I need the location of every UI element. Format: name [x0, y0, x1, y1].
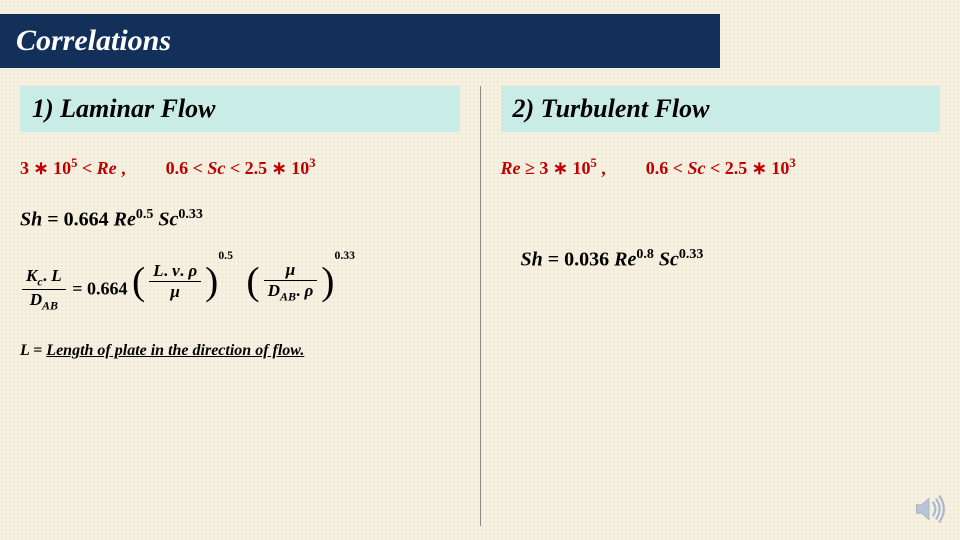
- laminar-header: 1) Laminar Flow: [20, 86, 460, 132]
- speaker-icon: [912, 492, 946, 526]
- laminar-re-condition: 3 ∗ 105 < Re ,: [20, 156, 126, 179]
- turbulent-re-condition: Re ≥ 3 ∗ 105 ,: [501, 156, 606, 179]
- laminar-conditions: 3 ∗ 105 < Re , 0.6 < Sc < 2.5 ∗ 103: [20, 156, 460, 179]
- laminar-expanded-equation: Kc. L DAB = 0.664 L. v. ρ μ 0.5 μ DAB. ρ…: [20, 260, 460, 314]
- laminar-column: 1) Laminar Flow 3 ∗ 105 < Re , 0.6 < Sc …: [0, 86, 481, 526]
- turbulent-sh-equation: Sh = 0.036 Re0.8 Sc0.33: [521, 247, 941, 272]
- slide-title: Correlations: [0, 14, 720, 68]
- turbulent-sc-condition: 0.6 < Sc < 2.5 ∗ 103: [646, 156, 796, 179]
- turbulent-column: 2) Turbulent Flow Re ≥ 3 ∗ 105 , 0.6 < S…: [481, 86, 960, 526]
- laminar-sh-equation: Sh = 0.664 Re0.5 Sc0.33: [20, 207, 460, 232]
- length-footnote: L = Length of plate in the direction of …: [20, 342, 460, 360]
- laminar-sc-condition: 0.6 < Sc < 2.5 ∗ 103: [166, 156, 316, 179]
- turbulent-header: 2) Turbulent Flow: [501, 86, 941, 132]
- content-columns: 1) Laminar Flow 3 ∗ 105 < Re , 0.6 < Sc …: [0, 86, 960, 526]
- turbulent-conditions: Re ≥ 3 ∗ 105 , 0.6 < Sc < 2.5 ∗ 103: [501, 156, 941, 179]
